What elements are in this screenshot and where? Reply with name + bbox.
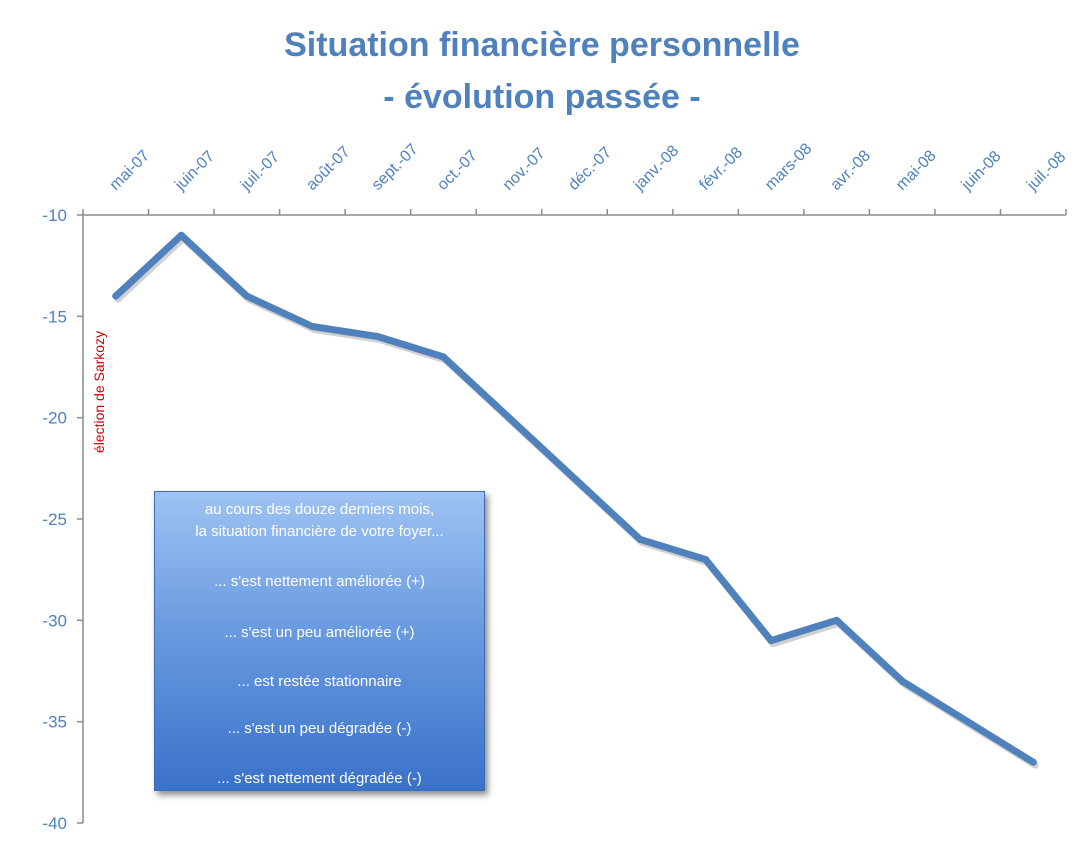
- chart-subtitle: - évolution passée -: [383, 78, 701, 116]
- data-point: [571, 474, 578, 482]
- data-point: [505, 414, 513, 422]
- x-tick-label: déc.-07: [565, 144, 615, 194]
- legend-option: ... s'est nettement améliorée (+): [214, 573, 425, 590]
- data-point: [374, 333, 382, 341]
- x-tick-label: août-07: [303, 143, 353, 193]
- data-point: [898, 677, 906, 685]
- x-tick-label: mai-07: [107, 147, 154, 194]
- data-point: [1029, 758, 1037, 766]
- legend-header-line2: la situation financière de votre foyer..…: [195, 523, 444, 540]
- x-tick-label: avr.-08: [827, 147, 874, 194]
- x-tick-label: juil.-07: [237, 148, 283, 194]
- data-point: [112, 292, 120, 300]
- legend-option: ... s'est un peu dégradée (-): [227, 720, 412, 737]
- y-tick-label: -40: [42, 814, 67, 833]
- x-tick-label: nov.-07: [500, 145, 549, 194]
- y-tick-label: -30: [42, 611, 67, 630]
- election-annotation: élection de Sarkozy: [91, 331, 107, 453]
- legend-box: au cours des douze derniers mois, la sit…: [154, 491, 485, 791]
- y-tick-label: -15: [42, 307, 67, 326]
- data-point: [833, 616, 841, 624]
- x-tick-label: juin-07: [171, 148, 218, 195]
- x-tick-label: oct.-07: [434, 147, 481, 194]
- y-tick-label: -25: [42, 510, 67, 529]
- series-layer: [112, 231, 1039, 769]
- y-tick-label: -10: [42, 206, 67, 225]
- data-point: [439, 353, 447, 361]
- data-point: [636, 535, 644, 543]
- legend-option: ... s'est nettement dégradée (-): [217, 770, 422, 787]
- chart-title: Situation financière personnelle: [284, 26, 800, 64]
- legend-header-line1: au cours des douze derniers mois,: [204, 501, 435, 518]
- x-tick-label: juil.-08: [1023, 148, 1069, 194]
- y-tick-label: -35: [42, 713, 67, 732]
- x-tick-label: sept.-07: [369, 141, 422, 194]
- data-point: [308, 322, 316, 330]
- x-tick-label: mai-08: [893, 147, 940, 194]
- x-tick-label: mars-08: [762, 140, 816, 194]
- legend-option: ... s'est un peu améliorée (+): [224, 624, 415, 641]
- y-tick-label: -20: [42, 409, 67, 428]
- x-tick-label: juin-08: [958, 148, 1005, 195]
- data-point: [702, 556, 710, 564]
- x-tick-label: janv.-08: [630, 142, 682, 194]
- data-point: [177, 231, 185, 239]
- x-tick-label: févr.-08: [696, 144, 746, 194]
- data-point: [767, 637, 775, 645]
- data-point: [964, 718, 972, 726]
- data-point: [243, 292, 251, 300]
- legend-option: ... est restée stationnaire: [237, 673, 402, 690]
